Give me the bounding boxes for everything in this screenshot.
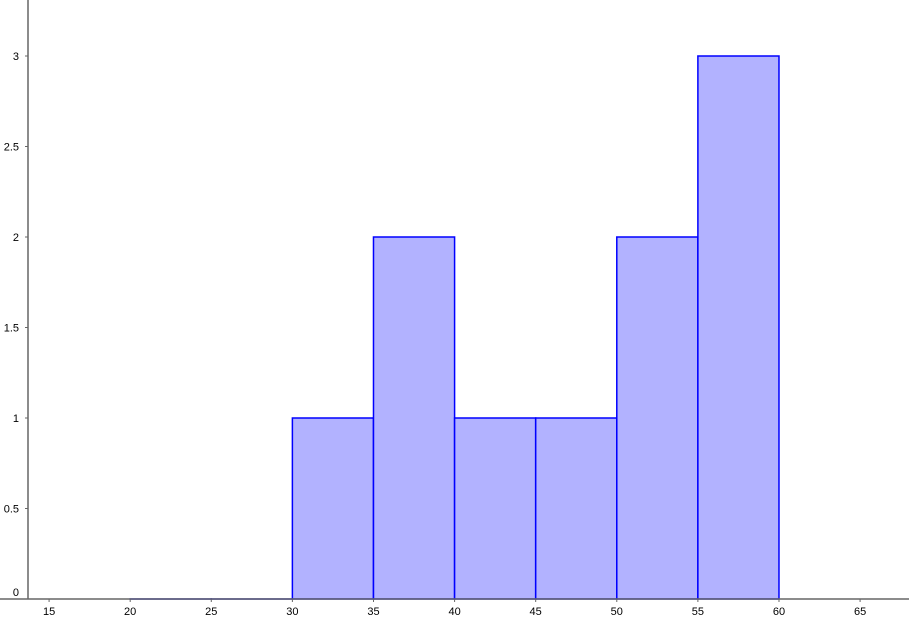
y-tick-label: 0 <box>13 587 19 599</box>
x-tick-label: 50 <box>611 606 623 618</box>
y-tick-label: 3 <box>13 51 19 63</box>
histogram-bar <box>455 418 536 599</box>
x-tick-label: 65 <box>854 606 866 618</box>
histogram-bar <box>373 237 454 599</box>
histogram-bar <box>698 56 779 599</box>
y-tick-label: 2 <box>13 232 19 244</box>
x-tick-label: 35 <box>367 606 379 618</box>
x-tick-label: 45 <box>530 606 542 618</box>
bars-group <box>130 56 779 599</box>
histogram-bar <box>536 418 617 599</box>
y-tick-label: 1.5 <box>4 323 19 335</box>
x-tick-label: 40 <box>448 606 460 618</box>
histogram-bar <box>292 418 373 599</box>
y-tick-label: 2.5 <box>4 142 19 154</box>
y-tick-label: 0.5 <box>4 504 19 516</box>
x-tick-label: 20 <box>124 606 136 618</box>
x-tick-label: 55 <box>692 606 704 618</box>
x-tick-label: 15 <box>43 606 55 618</box>
x-tick-label: 25 <box>205 606 217 618</box>
y-tick-label: 1 <box>13 413 19 425</box>
x-tick-label: 30 <box>286 606 298 618</box>
x-tick-label: 60 <box>773 606 785 618</box>
histogram-bar <box>617 237 698 599</box>
